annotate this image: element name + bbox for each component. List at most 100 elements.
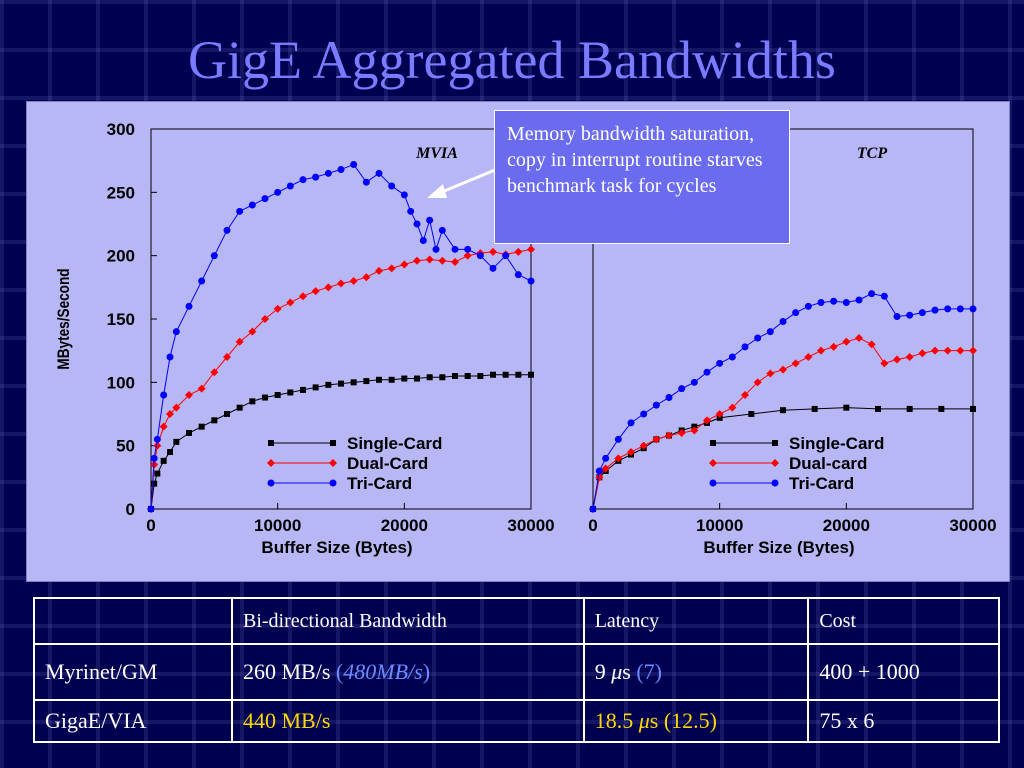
legend-marker [268, 440, 274, 446]
data-point [842, 337, 851, 346]
data-point [439, 374, 446, 381]
bw-paren-value: 480MB/s [343, 659, 423, 684]
data-point [665, 394, 673, 402]
data-point [159, 422, 168, 431]
data-point [414, 375, 420, 382]
data-point [766, 328, 774, 336]
data-point [627, 448, 635, 456]
legend-marker [771, 459, 779, 467]
callout-box: Memory bandwidth saturation, copy in int… [494, 110, 790, 244]
data-point [489, 264, 497, 272]
data-point [970, 405, 976, 412]
data-point [185, 302, 193, 310]
legend-marker [267, 459, 275, 467]
data-point [198, 277, 206, 285]
data-point [432, 245, 440, 253]
data-point [150, 454, 158, 462]
data-point [338, 380, 344, 387]
x-tick-label: 30000 [949, 516, 996, 535]
row-latency: 18.5 μs (12.5) [582, 699, 810, 743]
data-point [248, 201, 256, 209]
data-point [639, 441, 648, 450]
data-point [476, 252, 484, 260]
data-point [160, 391, 168, 399]
data-point [223, 226, 231, 234]
x-tick-label: 10000 [254, 516, 301, 535]
y-tick-label: 0 [126, 500, 135, 519]
mu-symbol: μ [638, 708, 650, 733]
table-row: Myrinet/GM 260 MB/s (480MB/s) 9 μs (7) 4… [33, 643, 1000, 701]
data-point [235, 337, 244, 346]
data-point [153, 441, 162, 450]
data-point [875, 405, 881, 412]
data-point [147, 505, 155, 513]
data-point [451, 245, 459, 253]
data-point [867, 340, 876, 349]
data-point [665, 431, 673, 440]
data-point [728, 353, 736, 361]
data-point [652, 435, 661, 444]
data-point [299, 176, 307, 184]
y-tick-label: 300 [107, 120, 135, 139]
data-point [300, 386, 306, 393]
data-point [640, 410, 648, 418]
data-point [324, 169, 332, 177]
data-point [829, 342, 838, 351]
callout-arrow-line [436, 168, 496, 196]
data-point [514, 247, 523, 256]
x-tick-label: 30000 [507, 516, 554, 535]
data-point [842, 299, 850, 307]
data-point [741, 391, 749, 399]
legend-marker [330, 440, 336, 446]
data-point [438, 226, 446, 234]
latency-unit: s [622, 659, 631, 684]
data-point [312, 173, 320, 181]
legend-label: Tri-Card [789, 474, 854, 493]
legend-marker [709, 479, 717, 487]
data-point [451, 258, 459, 266]
data-point [780, 407, 786, 414]
x-tick-label: 0 [146, 516, 155, 535]
row-name: Myrinet/GM [33, 643, 233, 701]
data-point [325, 381, 332, 388]
data-point [589, 505, 597, 513]
y-axis-label: MBytes/Second [55, 268, 74, 369]
legend-marker [709, 459, 717, 467]
data-point [703, 368, 711, 376]
data-point [185, 391, 193, 399]
latency-paren-value: (7) [636, 659, 662, 684]
data-point [716, 359, 724, 367]
data-point [502, 371, 509, 378]
data-point [186, 430, 192, 436]
data-point [248, 327, 257, 336]
data-point [490, 371, 496, 378]
data-point [678, 385, 686, 393]
legend-label: Dual-Card [347, 454, 428, 473]
charts-svg: 0 10000 20000 30000 0 50 100 150 200 250 300 Buffer… [55, 120, 997, 557]
data-point [527, 245, 535, 254]
series-line-single-card [592, 407, 973, 510]
data-point [905, 353, 914, 361]
x-tick-label: 20000 [381, 516, 428, 535]
data-point [614, 454, 623, 463]
data-point [407, 207, 415, 215]
data-point [375, 266, 383, 275]
data-point [299, 292, 307, 301]
data-point [387, 264, 396, 273]
row-name: GigaE/VIA [33, 699, 233, 743]
data-point [779, 365, 787, 374]
data-point [419, 236, 427, 244]
data-point [754, 334, 762, 342]
data-point [943, 346, 952, 355]
data-point [893, 355, 901, 364]
data-point [362, 178, 370, 186]
slide-title: GigE Aggregated Bandwidths [188, 30, 836, 90]
data-point [172, 403, 181, 412]
data-point [595, 473, 604, 482]
row-cost: 75 x 6 [807, 699, 1000, 743]
data-point [223, 353, 231, 361]
chart-title: MVIA [415, 145, 458, 162]
data-point [855, 334, 863, 342]
row-cost: 400 + 1000 [807, 643, 1000, 701]
data-point [400, 191, 408, 199]
